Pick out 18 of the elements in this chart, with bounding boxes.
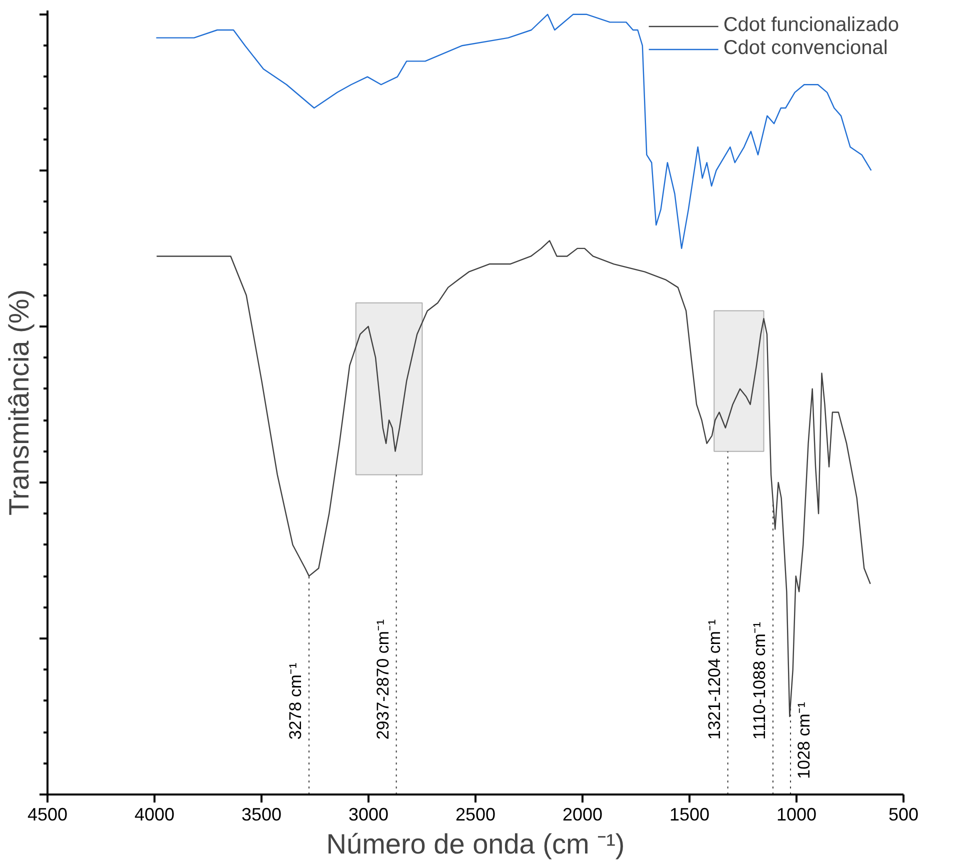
x-tick-label: 2500	[455, 804, 496, 824]
ref-line-label: 1028 cm⁻¹	[794, 702, 814, 779]
x-tick-label: 2000	[562, 804, 603, 824]
x-tick-label: 4000	[134, 804, 175, 824]
x-axis-title: Número de onda (cm ⁻¹)	[326, 828, 625, 860]
ref-line-label: 1321-1204 cm⁻¹	[704, 618, 724, 740]
x-tick-label: 3500	[241, 804, 282, 824]
x-tick-label: 500	[888, 804, 919, 824]
ref-line-label: 1110-1088 cm⁻¹	[750, 621, 769, 740]
y-axis-title: Transmitância (%)	[4, 289, 34, 516]
ref-line-label: 2937-2870 cm⁻¹	[373, 618, 392, 740]
ref-line-label: 3278 cm⁻¹	[286, 662, 306, 740]
x-tick-label: 4500	[27, 804, 68, 824]
x-tick-label: 1000	[776, 804, 817, 824]
legend-label: Cdot convencional	[723, 37, 888, 60]
legend-label: Cdot funcionalizado	[723, 14, 899, 37]
x-tick-label: 3000	[348, 804, 389, 824]
x-tick-label: 1500	[669, 804, 710, 824]
